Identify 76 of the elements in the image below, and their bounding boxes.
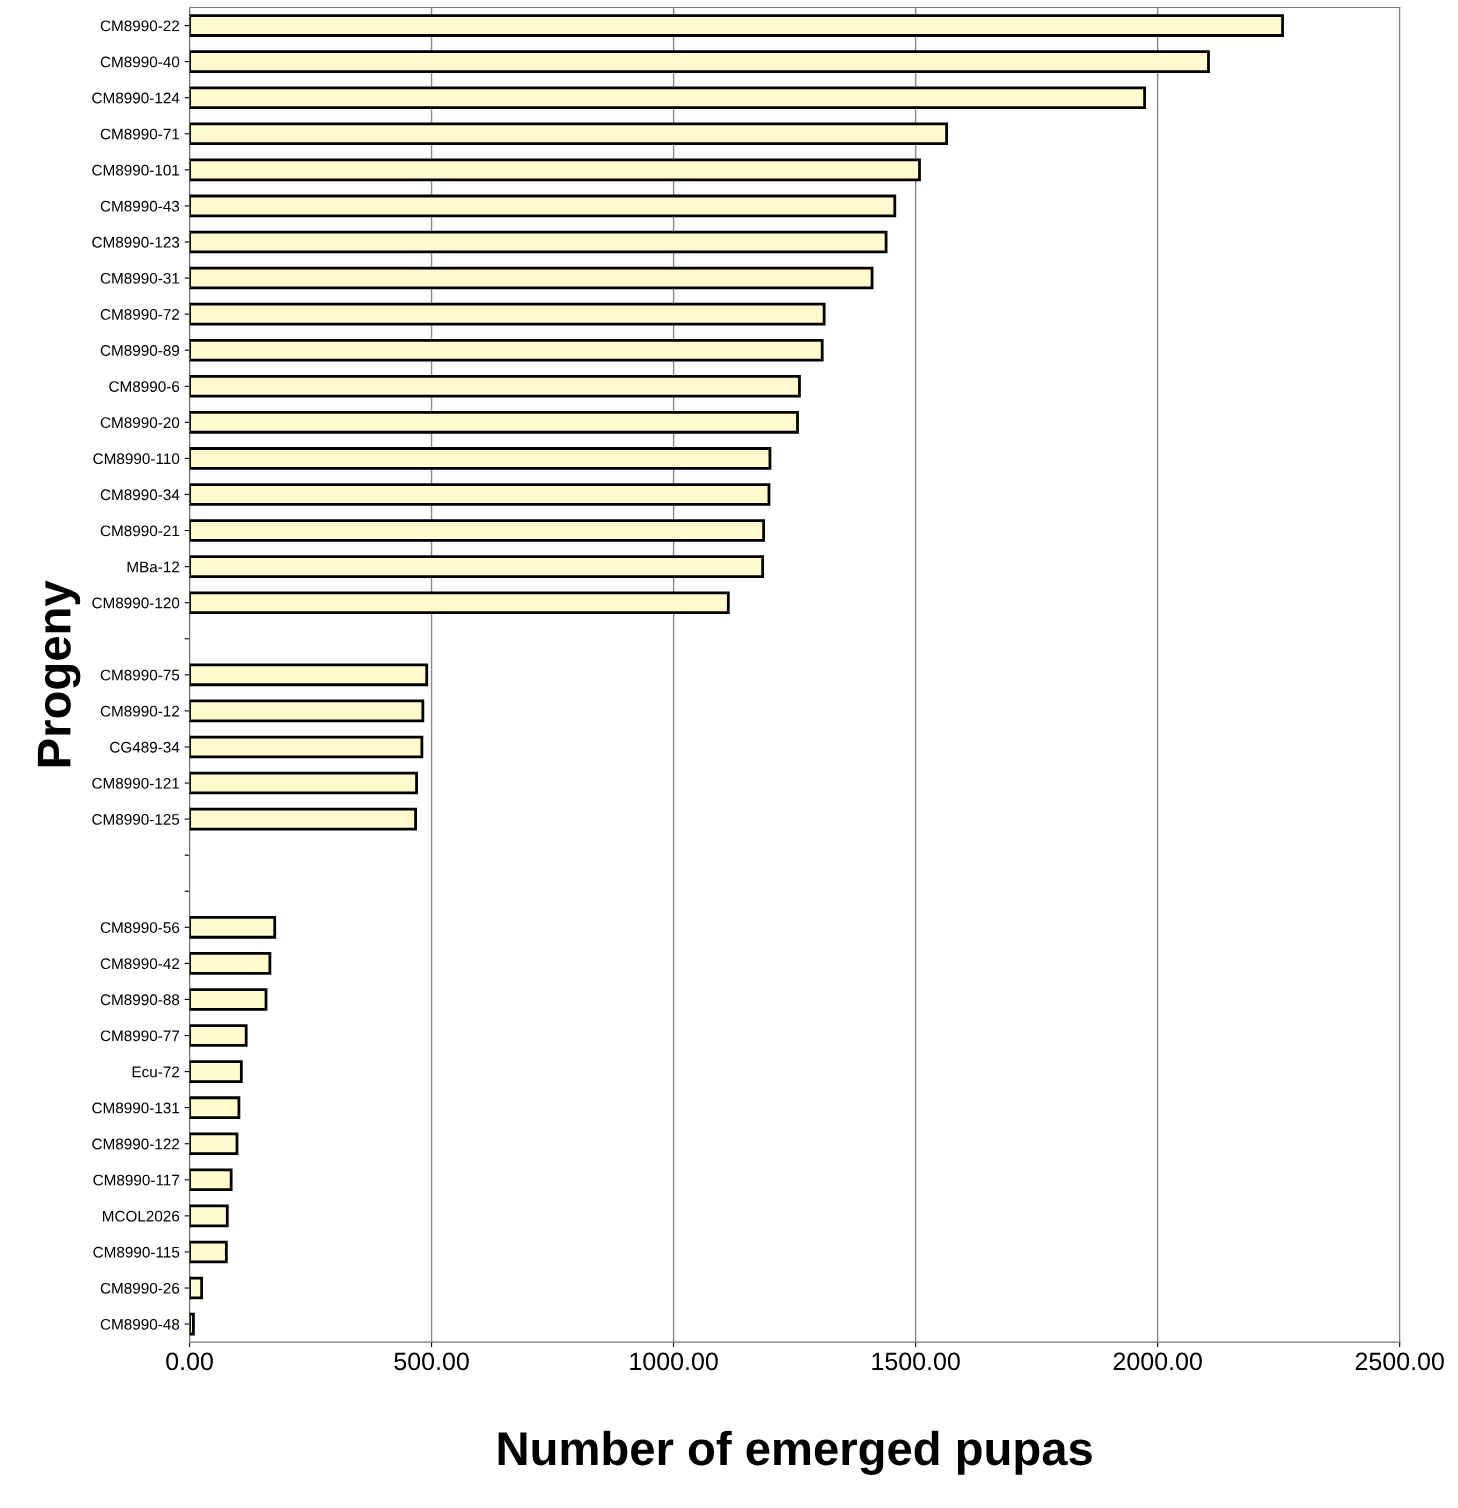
x-tick-label: 1000.00 bbox=[630, 1352, 718, 1371]
bar bbox=[189, 230, 888, 254]
x-tick-label: 2500.00 bbox=[1355, 1352, 1444, 1371]
y-tick-label: CM8990-20 bbox=[100, 417, 180, 429]
bar bbox=[189, 86, 1146, 110]
bar bbox=[189, 1060, 243, 1083]
y-tick-label: CM8990-77 bbox=[100, 1030, 180, 1042]
x-tick-label: 500.00 bbox=[394, 1352, 469, 1371]
bar bbox=[189, 699, 425, 723]
bar bbox=[189, 1096, 241, 1119]
bar bbox=[189, 411, 799, 434]
y-tick-label: CM8990-110 bbox=[93, 453, 180, 465]
y-tick-label: CM8990-121 bbox=[92, 777, 180, 789]
bar bbox=[189, 374, 801, 398]
y-tick-label: CM8990-117 bbox=[93, 1174, 180, 1186]
y-tick-label: CM8990-131 bbox=[92, 1102, 180, 1114]
y-tick-label: MBa-12 bbox=[127, 561, 180, 573]
y-tick-label: CM8990-88 bbox=[100, 994, 180, 1006]
bar bbox=[189, 158, 921, 182]
y-tick-label: CM8990-21 bbox=[100, 525, 180, 537]
y-tick-label: MCOL2026 bbox=[102, 1210, 180, 1222]
bar bbox=[189, 916, 277, 939]
y-tick-label: CG489-34 bbox=[110, 741, 180, 753]
bar bbox=[189, 1312, 195, 1336]
y-tick-label: CM8990-43 bbox=[100, 200, 180, 212]
y-tick-label: CM8990-89 bbox=[100, 345, 180, 356]
bar bbox=[189, 663, 429, 687]
bar bbox=[189, 807, 417, 831]
bar bbox=[189, 1204, 229, 1228]
y-tick-label: CM8990-71 bbox=[100, 128, 180, 140]
y-tick-label: Ecu-72 bbox=[132, 1066, 180, 1078]
y-tick-label: CM8990-125 bbox=[92, 813, 180, 825]
y-tick-label: CM8990-123 bbox=[92, 236, 180, 248]
y-tick-label: CM8990-72 bbox=[100, 309, 180, 320]
bar bbox=[189, 1240, 228, 1264]
x-tick-label: 2000.00 bbox=[1113, 1352, 1202, 1371]
x-tick-label: 1500.00 bbox=[872, 1352, 960, 1371]
bar bbox=[189, 952, 272, 975]
y-tick-label: CM8990-48 bbox=[100, 1318, 180, 1330]
y-tick-label: CM8990-115 bbox=[93, 1246, 180, 1258]
bar bbox=[189, 591, 730, 614]
y-tick-label: CM8990-12 bbox=[100, 705, 180, 717]
bar bbox=[189, 194, 897, 218]
y-tick-label: CM8990-120 bbox=[92, 597, 180, 609]
y-tick-label: CM8990-124 bbox=[92, 92, 180, 104]
bar bbox=[189, 1024, 248, 1047]
y-tick-label: CM8990-122 bbox=[92, 1138, 180, 1150]
bar bbox=[189, 771, 418, 795]
bar bbox=[189, 14, 1284, 37]
bar bbox=[189, 447, 772, 470]
y-tick-label: CM8990-101 bbox=[92, 164, 180, 176]
y-tick-label: CM8990-34 bbox=[100, 489, 180, 501]
bar bbox=[189, 483, 771, 506]
bar bbox=[189, 1276, 204, 1300]
bar bbox=[189, 302, 826, 326]
x-tick-label: 0.00 bbox=[166, 1352, 213, 1371]
y-tick-label: CM8990-42 bbox=[100, 958, 180, 970]
bar bbox=[189, 338, 824, 362]
bar bbox=[189, 1168, 233, 1192]
bar bbox=[189, 519, 766, 542]
bar bbox=[189, 1132, 239, 1156]
y-tick-label: CM8990-75 bbox=[100, 669, 180, 681]
bar bbox=[189, 988, 268, 1011]
y-tick-label: CM8990-31 bbox=[100, 272, 180, 284]
y-tick-label: CM8990-56 bbox=[100, 922, 180, 933]
bar bbox=[189, 735, 424, 759]
bar bbox=[189, 266, 874, 290]
y-tick-label: CM8990-6 bbox=[109, 381, 180, 392]
y-tick-label: CM8990-26 bbox=[100, 1282, 180, 1294]
bar bbox=[189, 555, 765, 578]
y-tick-label: CM8990-40 bbox=[100, 56, 180, 68]
x-axis-title: Number of emerged pupas bbox=[498, 1430, 1092, 1475]
y-axis-title: Progeny bbox=[37, 580, 81, 767]
bar bbox=[189, 122, 948, 146]
bar bbox=[189, 50, 1210, 73]
y-tick-label: CM8990-22 bbox=[100, 20, 180, 32]
